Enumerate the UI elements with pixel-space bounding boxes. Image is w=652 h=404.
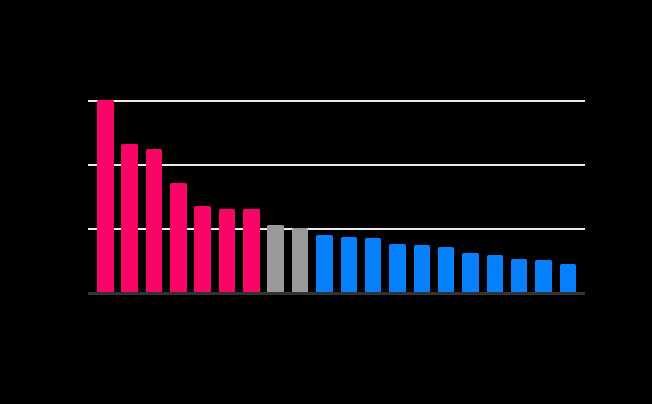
gridline — [88, 100, 585, 102]
bar-blue — [316, 235, 333, 292]
bar-blue — [389, 244, 406, 292]
bar-blue — [437, 247, 455, 292]
bar-gray — [267, 225, 284, 292]
bar-blue — [340, 236, 357, 292]
bar-blue — [413, 245, 431, 292]
bar-blue — [462, 252, 479, 292]
bar-blue — [535, 260, 552, 292]
bar-blue — [559, 264, 577, 292]
bar-gray — [291, 228, 309, 292]
bar-pink — [243, 209, 260, 292]
bar-pink — [97, 100, 114, 292]
bar-blue — [510, 259, 528, 292]
bar-blue — [486, 254, 504, 292]
bar-pink — [145, 149, 163, 292]
bar-pink — [218, 208, 236, 292]
bar-pink — [170, 182, 187, 292]
bar-pink — [194, 206, 211, 292]
bar-pink — [121, 143, 138, 292]
bar-blue — [364, 237, 382, 292]
gridline — [88, 164, 585, 166]
gridline — [88, 228, 585, 230]
x-axis-line — [88, 292, 585, 295]
